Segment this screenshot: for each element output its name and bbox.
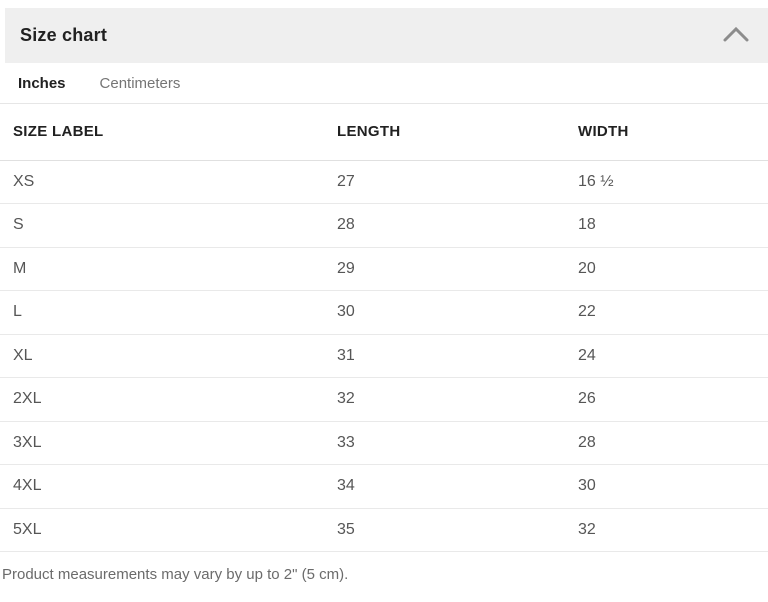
- width-cell: 20: [578, 247, 768, 291]
- table-row: L 30 22: [0, 290, 768, 335]
- chevron-up-icon: [722, 25, 750, 46]
- length-cell: 30: [337, 290, 578, 335]
- width-cell: 18: [578, 203, 768, 248]
- unit-tabs: Inches Centimeters: [0, 63, 768, 104]
- table-row: XL 31 24: [0, 334, 768, 378]
- measurement-disclaimer: Product measurements may vary by up to 2…: [2, 566, 349, 583]
- length-cell: 28: [337, 203, 578, 248]
- size-label-cell: L: [0, 290, 337, 335]
- table-row: S 28 18: [0, 203, 768, 248]
- width-cell: 32: [578, 508, 768, 552]
- column-header-width: WIDTH: [578, 104, 768, 161]
- length-cell: 35: [337, 508, 578, 552]
- size-label-cell: M: [0, 247, 337, 291]
- panel-title: Size chart: [20, 25, 108, 45]
- length-cell: 33: [337, 421, 578, 465]
- width-cell: 24: [578, 334, 768, 378]
- length-cell: 31: [337, 334, 578, 378]
- length-cell: 29: [337, 247, 578, 291]
- length-cell: 27: [337, 160, 578, 204]
- table-row: 5XL 35 32: [0, 508, 768, 552]
- column-header-size-label: SIZE LABEL: [0, 104, 337, 161]
- size-table: SIZE LABEL LENGTH WIDTH XS 27 16 ½ S 28 …: [0, 104, 768, 552]
- table-row: 3XL 33 28: [0, 421, 768, 465]
- table-row: 2XL 32 26: [0, 377, 768, 422]
- size-label-cell: 5XL: [0, 508, 337, 552]
- width-cell: 22: [578, 290, 768, 335]
- length-cell: 34: [337, 464, 578, 509]
- collapse-button[interactable]: [722, 25, 750, 46]
- column-header-length: LENGTH: [337, 104, 578, 161]
- size-label-cell: 4XL: [0, 464, 337, 509]
- width-cell: 30: [578, 464, 768, 509]
- width-cell: 28: [578, 421, 768, 465]
- size-label-cell: XS: [0, 160, 337, 204]
- size-chart-header[interactable]: Size chart: [5, 8, 768, 63]
- table-row: XS 27 16 ½: [0, 160, 768, 204]
- tab-centimeters[interactable]: Centimeters: [99, 74, 181, 92]
- table-row: 4XL 34 30: [0, 464, 768, 509]
- table-header-row: SIZE LABEL LENGTH WIDTH: [0, 104, 768, 161]
- size-label-cell: 3XL: [0, 421, 337, 465]
- length-cell: 32: [337, 377, 578, 422]
- size-label-cell: 2XL: [0, 377, 337, 422]
- tab-inches[interactable]: Inches: [18, 74, 66, 92]
- width-cell: 26: [578, 377, 768, 422]
- size-label-cell: XL: [0, 334, 337, 378]
- table-row: M 29 20: [0, 247, 768, 291]
- width-cell: 16 ½: [578, 160, 768, 204]
- size-label-cell: S: [0, 203, 337, 248]
